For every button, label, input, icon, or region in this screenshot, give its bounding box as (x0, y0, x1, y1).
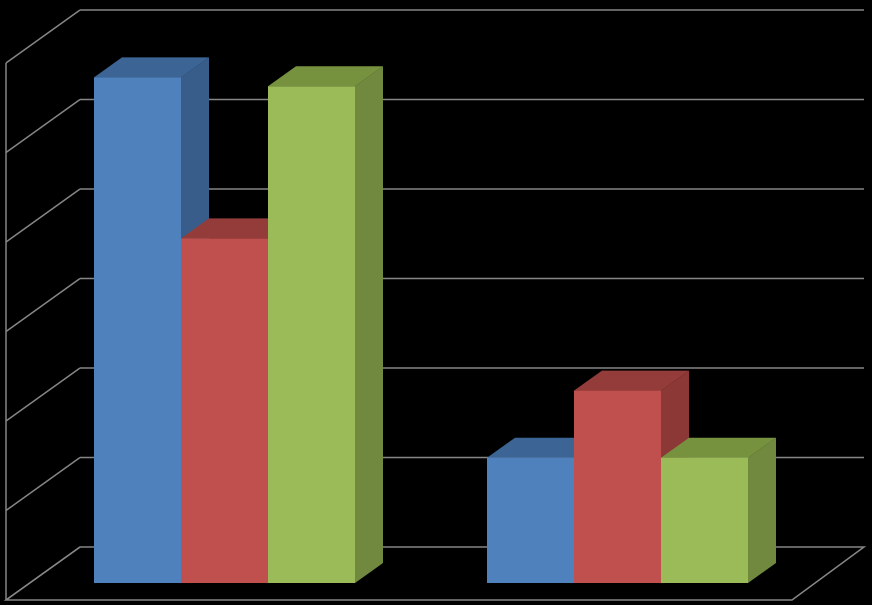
bar-top (661, 437, 776, 458)
bar-side (748, 437, 776, 583)
bars (94, 57, 776, 584)
gridline-diagonal (5, 188, 81, 243)
gridline-diagonal (5, 98, 81, 154)
gridline-diagonal (5, 367, 81, 422)
bar-front (574, 390, 661, 583)
bar-top (487, 437, 602, 458)
chart-floor (3, 546, 867, 601)
bar-top (268, 66, 383, 87)
bar-front (661, 457, 748, 583)
bar-front (181, 238, 268, 584)
bar-top (181, 218, 296, 239)
bar-top (574, 370, 689, 391)
bar-front (268, 86, 355, 584)
gridline-diagonal (5, 456, 81, 512)
bar-g2-s3 (661, 437, 776, 583)
bar-g1-s3 (268, 66, 383, 584)
gridline-diagonal (5, 277, 81, 333)
bar-front (94, 77, 181, 583)
bar-top (94, 57, 209, 78)
gridline-diagonal (5, 9, 81, 64)
bar-side (355, 66, 383, 583)
bar-front (487, 457, 574, 583)
